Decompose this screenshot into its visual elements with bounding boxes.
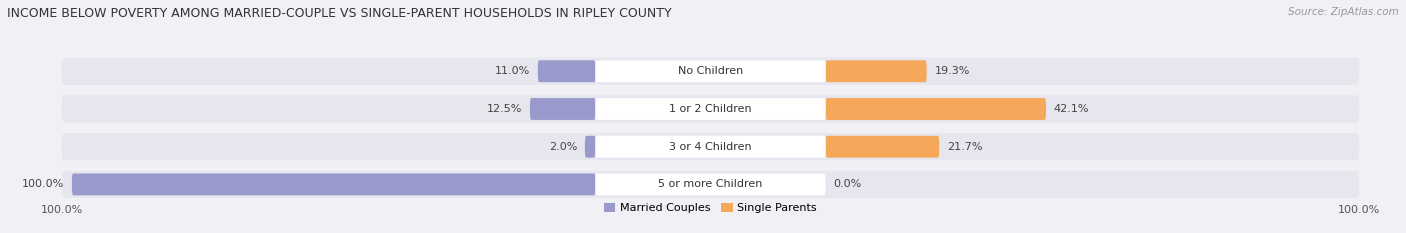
FancyBboxPatch shape xyxy=(595,174,825,195)
Text: 42.1%: 42.1% xyxy=(1054,104,1090,114)
FancyBboxPatch shape xyxy=(62,133,1360,160)
FancyBboxPatch shape xyxy=(585,136,595,158)
FancyBboxPatch shape xyxy=(537,60,595,82)
Text: No Children: No Children xyxy=(678,66,744,76)
Text: Source: ZipAtlas.com: Source: ZipAtlas.com xyxy=(1288,7,1399,17)
FancyBboxPatch shape xyxy=(62,58,1360,85)
FancyBboxPatch shape xyxy=(825,136,939,158)
Text: 100.0%: 100.0% xyxy=(1339,205,1381,215)
FancyBboxPatch shape xyxy=(825,98,1046,120)
FancyBboxPatch shape xyxy=(62,95,1360,123)
FancyBboxPatch shape xyxy=(595,60,825,82)
FancyBboxPatch shape xyxy=(595,136,825,158)
FancyBboxPatch shape xyxy=(825,60,927,82)
Text: 3 or 4 Children: 3 or 4 Children xyxy=(669,142,752,152)
Text: 11.0%: 11.0% xyxy=(495,66,530,76)
Text: 0.0%: 0.0% xyxy=(834,179,862,189)
FancyBboxPatch shape xyxy=(530,98,595,120)
FancyBboxPatch shape xyxy=(595,98,825,120)
Text: 19.3%: 19.3% xyxy=(935,66,970,76)
Text: 12.5%: 12.5% xyxy=(486,104,522,114)
Text: 100.0%: 100.0% xyxy=(41,205,83,215)
Text: 1 or 2 Children: 1 or 2 Children xyxy=(669,104,752,114)
Text: 100.0%: 100.0% xyxy=(21,179,65,189)
Text: INCOME BELOW POVERTY AMONG MARRIED-COUPLE VS SINGLE-PARENT HOUSEHOLDS IN RIPLEY : INCOME BELOW POVERTY AMONG MARRIED-COUPL… xyxy=(7,7,672,20)
Text: 5 or more Children: 5 or more Children xyxy=(658,179,762,189)
FancyBboxPatch shape xyxy=(62,171,1360,198)
Text: 2.0%: 2.0% xyxy=(548,142,576,152)
Text: 21.7%: 21.7% xyxy=(948,142,983,152)
Legend: Married Couples, Single Parents: Married Couples, Single Parents xyxy=(600,199,821,218)
FancyBboxPatch shape xyxy=(72,174,595,195)
